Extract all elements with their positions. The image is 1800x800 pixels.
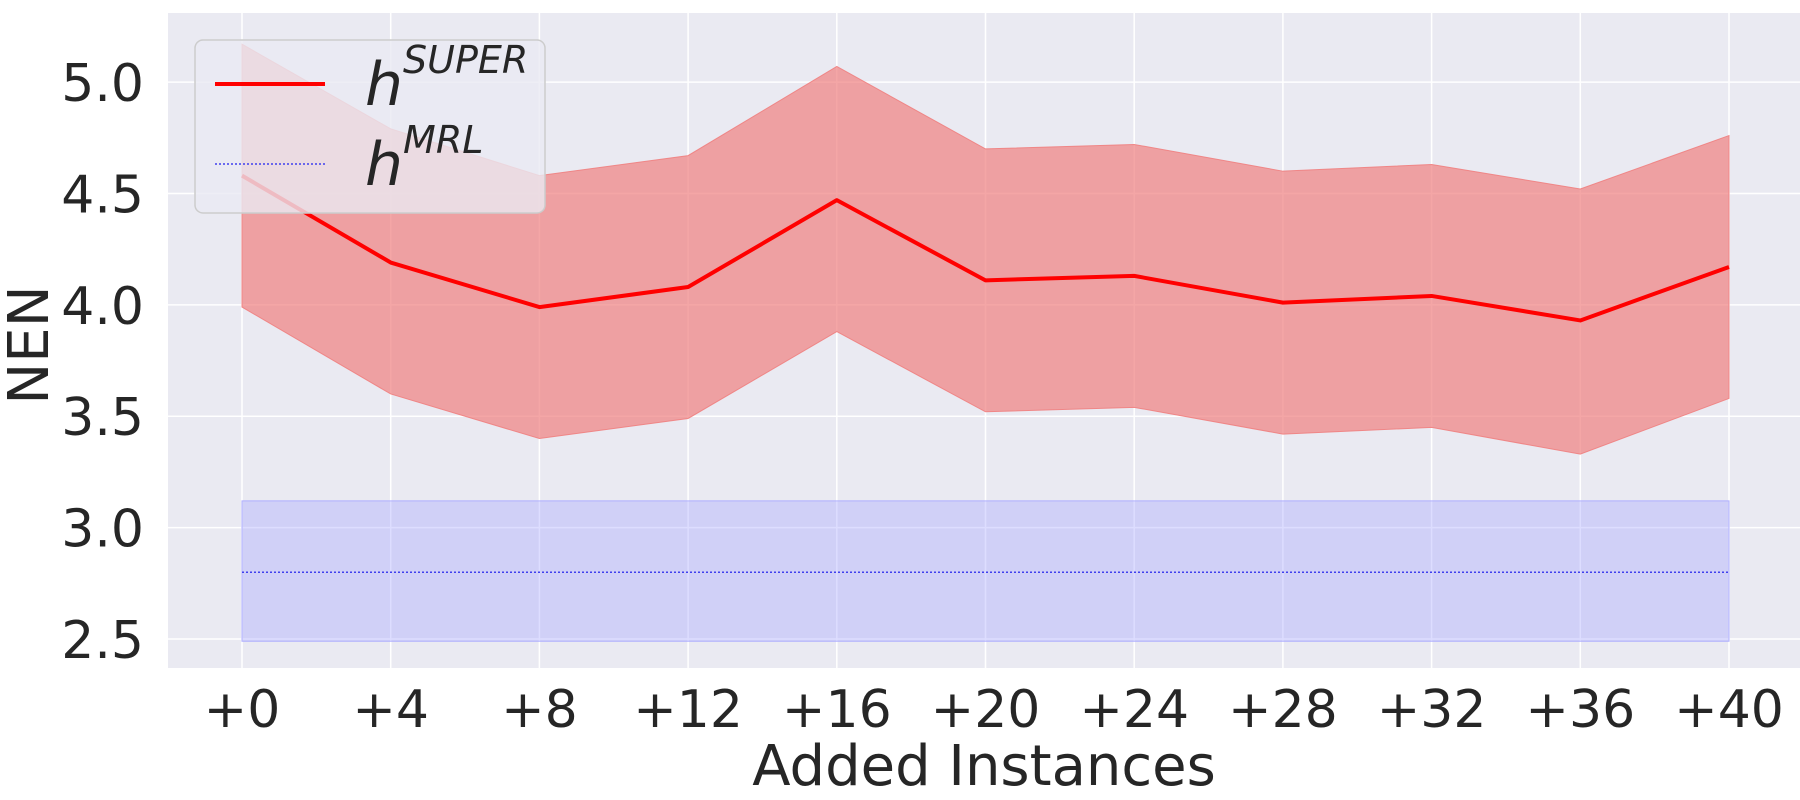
- x-tick-label: +36: [1525, 680, 1635, 740]
- confidence-band-super: [241, 43, 1730, 455]
- x-tick-labels: +0 +4 +8 +12 +16 +20 +24 +28 +32 +36 +40: [204, 680, 1784, 740]
- legend-label-mrl: hMRL: [365, 118, 483, 200]
- x-axis-label: Added Instances: [752, 734, 1216, 799]
- x-tick-label: +0: [204, 680, 281, 740]
- confidence-bands: [241, 43, 1730, 642]
- x-tick-label: +12: [633, 680, 743, 740]
- y-tick-label: 3.0: [61, 500, 144, 560]
- y-tick-label: 4.0: [61, 277, 144, 337]
- series-line-super: [240, 173, 1730, 323]
- x-tick-label: +24: [1079, 680, 1189, 740]
- x-tick-label: +32: [1377, 680, 1487, 740]
- series-lines: [240, 173, 1730, 573]
- y-tick-labels: 2.5 3.0 3.5 4.0 4.5 5.0: [61, 54, 144, 671]
- x-tick-label: +28: [1228, 680, 1338, 740]
- x-tick-label: +20: [931, 680, 1041, 740]
- legend: hSUPER hMRL: [194, 38, 546, 214]
- x-tick-label: +4: [352, 680, 429, 740]
- y-tick-label: 3.5: [61, 388, 144, 448]
- y-axis-label: NEN: [0, 285, 62, 404]
- x-tick-label: +16: [782, 680, 892, 740]
- confidence-band-mrl: [241, 500, 1730, 642]
- legend-label-super: hSUPER: [365, 38, 528, 120]
- y-tick-label: 5.0: [61, 54, 144, 114]
- y-tick-label: 2.5: [61, 611, 144, 671]
- y-tick-label: 4.5: [61, 165, 144, 225]
- x-tick-label: +8: [501, 680, 578, 740]
- x-tick-label: +40: [1674, 680, 1784, 740]
